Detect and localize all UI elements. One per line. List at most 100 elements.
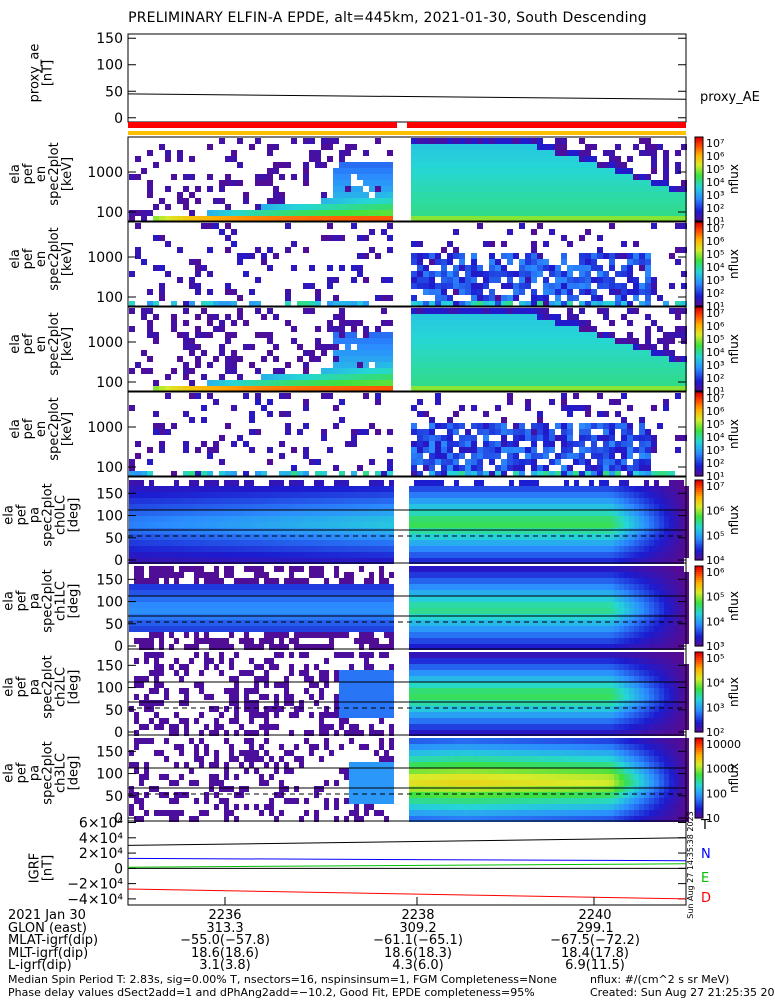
- spectrum-cell: [615, 374, 621, 380]
- spectrum-cell: [225, 204, 231, 210]
- spectrum-cell: [429, 417, 435, 423]
- spectrum-cell: [267, 411, 273, 417]
- pitch-cell: [269, 608, 274, 614]
- pitch-cell: [639, 534, 644, 540]
- pitch-cell: [274, 590, 279, 596]
- spectrum-cell: [477, 192, 483, 198]
- spectrum-cell: [447, 435, 453, 441]
- pitch-cell: [189, 522, 194, 528]
- spectrum-cell: [375, 399, 381, 405]
- spectrum-cell: [135, 453, 141, 459]
- spectrum-cell: [345, 198, 351, 204]
- spectrum-cell: [183, 441, 189, 447]
- spectrum-cell: [387, 210, 393, 216]
- pitch-cell: [314, 546, 319, 552]
- spectrum-cell: [249, 447, 255, 453]
- pitch-cell: [224, 644, 229, 650]
- spectrum-cell: [351, 386, 357, 392]
- pitch-cell: [304, 528, 309, 534]
- pitch-cell: [559, 516, 564, 522]
- spectrum-cell: [507, 144, 513, 150]
- spectrum-cell: [189, 174, 195, 180]
- en-colorbar-2-cell: [695, 382, 703, 386]
- pitch-cell: [139, 596, 144, 602]
- spectrum-cell: [429, 259, 435, 265]
- en-colorbar-3-label: 10⁶: [706, 405, 725, 418]
- pitch-cell: [644, 504, 649, 510]
- pitch-cell: [244, 608, 249, 614]
- pitch-cell: [589, 510, 594, 516]
- pitch-cell: [579, 504, 584, 510]
- pitch-cell: [239, 578, 244, 584]
- spectrum-cell: [447, 362, 453, 368]
- pitch-cell: [654, 480, 659, 486]
- pitch-cell: [609, 492, 614, 498]
- pitch-cell: [319, 566, 324, 572]
- pitch-cell: [444, 516, 449, 522]
- pitch-cell: [339, 584, 344, 590]
- spectrum-cell: [531, 368, 537, 374]
- spectrum-cell: [255, 429, 261, 435]
- pitch-cell: [659, 528, 664, 534]
- spectrum-cell: [231, 241, 237, 247]
- spectrum-cell: [423, 277, 429, 283]
- spectrum-cell: [315, 380, 321, 386]
- spectrum-cell: [525, 156, 531, 162]
- pitch-cell: [424, 510, 429, 516]
- pitch-cell: [644, 522, 649, 528]
- spectrum-cell: [477, 459, 483, 465]
- pitch-cell: [419, 480, 424, 486]
- spectrum-cell: [417, 411, 423, 417]
- pitch-cell: [229, 566, 234, 572]
- pitch-cell: [539, 486, 544, 492]
- spectrum-cell: [669, 186, 675, 192]
- pitch-cell: [509, 498, 514, 504]
- pitch-cell: [139, 498, 144, 504]
- spectrum-cell: [315, 204, 321, 210]
- spectrum-cell: [303, 368, 309, 374]
- spectrum-cell: [495, 441, 501, 447]
- spectrum-cell: [417, 138, 423, 144]
- pitch-cell: [379, 552, 384, 558]
- pitch-cell: [659, 558, 664, 564]
- spectrum-cell: [543, 308, 549, 314]
- pitch-cell: [139, 546, 144, 552]
- spectrum-cell: [609, 447, 615, 453]
- pitch-cell: [139, 620, 144, 626]
- pitch-cell: [469, 492, 474, 498]
- pitch-cell: [469, 534, 474, 540]
- spectrum-cell: [609, 162, 615, 168]
- spectrum-cell: [435, 162, 441, 168]
- spectrum-cell: [681, 180, 687, 186]
- pitch-cell: [264, 558, 269, 564]
- spectrum-cell: [333, 301, 339, 307]
- spectrum-cell: [303, 138, 309, 144]
- spectrum-cell: [531, 362, 537, 368]
- spectrum-cell: [633, 368, 639, 374]
- spectrum-cell: [555, 295, 561, 301]
- pitch-cell: [299, 540, 304, 546]
- spectrum-cell: [213, 380, 219, 386]
- pitch-cell: [174, 638, 179, 644]
- spectrum-cell: [453, 283, 459, 289]
- spectrum-cell: [549, 435, 555, 441]
- spectrum-cell: [249, 301, 255, 307]
- spectrum-cell: [489, 241, 495, 247]
- spectrum-cell: [519, 429, 525, 435]
- pitch-cell: [579, 486, 584, 492]
- spectrum-cell: [147, 180, 153, 186]
- pitch-cell: [264, 620, 269, 626]
- pitch-cell: [319, 584, 324, 590]
- spectrum-cell: [225, 362, 231, 368]
- spectrum-cell: [513, 204, 519, 210]
- spectrum-cell: [387, 350, 393, 356]
- spectrum-cell: [435, 198, 441, 204]
- spectrum-cell: [483, 186, 489, 192]
- spectrum-cell: [651, 386, 657, 392]
- spectrum-cell: [531, 259, 537, 265]
- spectrum-cell: [411, 241, 417, 247]
- en-colorbar-2-cell: [695, 378, 703, 382]
- pitch-cell: [384, 492, 389, 498]
- pitch-cell: [159, 552, 164, 558]
- spectrum-cell: [519, 174, 525, 180]
